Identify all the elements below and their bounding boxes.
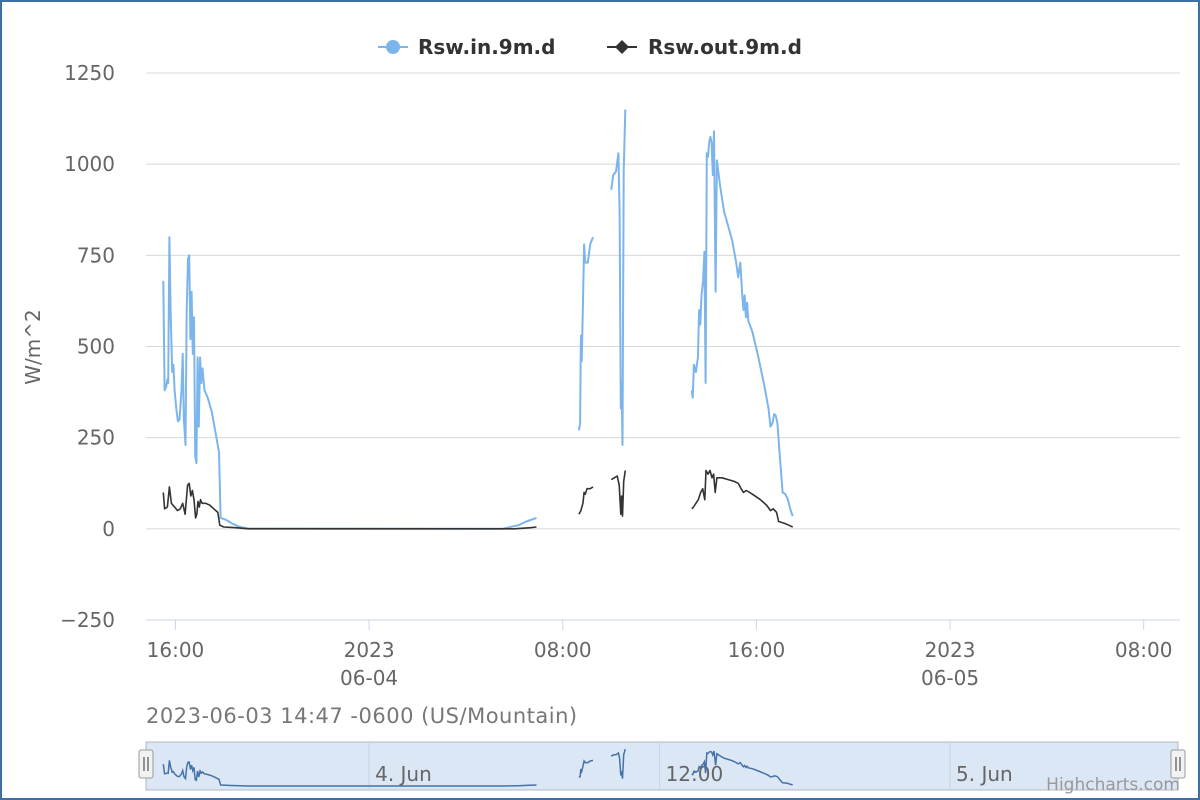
navigator-label: 12:00 <box>666 762 724 786</box>
legend[interactable]: Rsw.in.9m.d Rsw.out.9m.d <box>378 35 802 59</box>
navigator-line <box>578 759 594 779</box>
y-axis-ticks: 1250 1000 750 500 250 0 −250 <box>60 61 115 632</box>
x-tick-label: 06-04 <box>340 666 398 690</box>
x-tick-label: 16:00 <box>728 638 786 662</box>
y-tick-label: 250 <box>77 426 115 450</box>
legend-item-out[interactable]: Rsw.out.9m.d <box>607 35 802 59</box>
series-line-rsw-out <box>578 486 594 515</box>
x-tick-label: 2023 <box>925 638 976 662</box>
navigator-mask <box>145 741 1179 791</box>
gridlines <box>146 72 1180 621</box>
legend-out-label: Rsw.out.9m.d <box>648 35 802 59</box>
x-tick-label: 06-05 <box>921 666 979 690</box>
navigator-line <box>162 760 537 787</box>
navigator-labels: 4. Jun 12:00 5. Jun <box>375 762 1013 786</box>
navigator-handle-right[interactable] <box>1170 749 1186 779</box>
navigator-label: 4. Jun <box>375 762 432 786</box>
y-tick-label: 0 <box>102 517 115 541</box>
series-line-rsw-out <box>691 469 794 528</box>
series-line-rsw-out <box>610 470 627 517</box>
series-group <box>162 109 794 530</box>
y-tick-label: 750 <box>77 243 115 267</box>
y-tick-label: 1250 <box>64 61 115 85</box>
timestamp-label: 2023-06-03 14:47 -0600 (US/Mountain) <box>146 704 578 728</box>
series-line-rsw-in <box>610 109 627 446</box>
series-line-rsw-out <box>162 482 537 530</box>
legend-in-marker <box>386 40 400 54</box>
navigator-line <box>691 750 793 786</box>
credits-link[interactable]: Highcharts.com <box>1046 775 1180 795</box>
x-tick-label: 08:00 <box>534 638 592 662</box>
x-tick-label: 08:00 <box>1115 638 1173 662</box>
navigator-handle-left[interactable] <box>138 749 154 779</box>
navigator[interactable]: 4. Jun 12:00 5. Jun <box>138 741 1186 791</box>
y-tick-label: 1000 <box>64 152 115 176</box>
navigator-series <box>162 748 793 787</box>
legend-out-marker <box>615 40 629 54</box>
legend-item-in[interactable]: Rsw.in.9m.d <box>378 35 555 59</box>
legend-in-label: Rsw.in.9m.d <box>418 35 555 59</box>
x-tick-label: 2023 <box>344 638 395 662</box>
series-line-rsw-in <box>577 236 594 431</box>
y-tick-label: 500 <box>77 335 115 359</box>
navigator-grid <box>368 742 951 790</box>
series-line-rsw-in <box>162 236 537 530</box>
x-axis-ticks: 16:00 2023 06-04 08:00 16:00 2023 06-05 08:00 <box>147 620 1173 690</box>
navigator-label: 5. Jun <box>956 762 1013 786</box>
series-line-rsw-in <box>690 130 794 517</box>
y-tick-label: −250 <box>60 608 115 632</box>
navigator-line <box>610 748 627 779</box>
x-tick-label: 16:00 <box>147 638 205 662</box>
y-axis-label: W/m^2 <box>21 309 45 384</box>
